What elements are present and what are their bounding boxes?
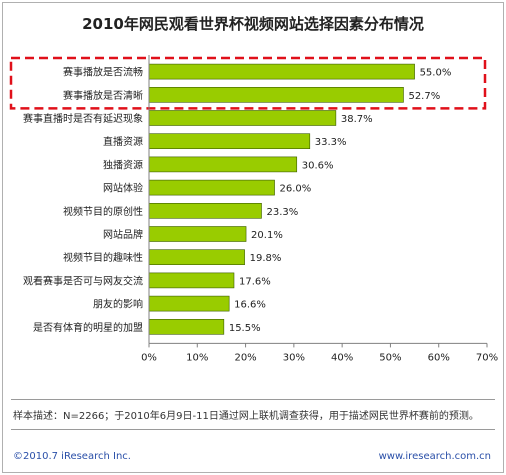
value-label-4: 30.6% — [302, 160, 334, 171]
value-label-5: 26.0% — [280, 184, 312, 195]
category-label-10: 朋友的影响 — [93, 298, 143, 311]
category-label-9: 观看赛事是否可与网友交流 — [23, 274, 143, 287]
bar-6 — [148, 203, 262, 219]
bar-2 — [148, 110, 337, 126]
divider-top — [11, 399, 495, 400]
x-tick-label-4: 40% — [331, 352, 353, 363]
category-label-3: 直播资源 — [103, 135, 143, 148]
value-label-6: 23.3% — [267, 207, 299, 218]
x-tick-label-7: 70% — [476, 352, 498, 363]
copyright-text: ©2010.7 iResearch Inc. — [13, 451, 131, 462]
category-label-6: 视频节目的原创性 — [63, 205, 143, 218]
x-tick-label-6: 60% — [428, 352, 450, 363]
category-label-0: 赛事播放是否流畅 — [63, 66, 143, 79]
value-label-10: 16.6% — [234, 300, 266, 311]
x-tick-label-1: 10% — [186, 352, 208, 363]
divider-bottom — [11, 429, 495, 430]
x-tick-label-3: 30% — [283, 352, 305, 363]
value-label-3: 33.3% — [315, 137, 347, 148]
website-link[interactable]: www.iresearch.com.cn — [378, 451, 491, 462]
category-label-7: 网站品牌 — [103, 228, 143, 241]
category-label-11: 是否有体育的明星的加盟 — [33, 321, 143, 334]
value-label-7: 20.1% — [251, 230, 283, 241]
category-label-5: 网站体验 — [103, 182, 143, 195]
value-label-0: 55.0% — [420, 68, 452, 79]
bar-0 — [148, 63, 415, 80]
x-tick-label-0: 0% — [141, 352, 157, 363]
bar-1 — [148, 87, 404, 103]
bar-3 — [148, 133, 311, 149]
x-tick-label-2: 20% — [234, 352, 256, 363]
value-label-9: 17.6% — [239, 276, 271, 287]
highlight-box — [9, 56, 487, 110]
bar-7 — [148, 226, 247, 242]
category-label-8: 视频节目的趣味性 — [63, 251, 143, 264]
category-label-4: 独播资源 — [103, 158, 143, 171]
bar-5 — [148, 179, 275, 196]
value-label-1: 52.7% — [408, 91, 440, 102]
bar-9 — [148, 272, 235, 289]
sample-note: 样本描述：N=2266；于2010年6月9日-11日通过网上联机调查获得，用于描… — [13, 411, 479, 422]
value-label-11: 15.5% — [229, 323, 261, 334]
bar-chart: 赛事播放是否流畅 55.0% 赛事播放是否清晰 52.7% 赛事直播时是否有延迟现象 38… — [9, 55, 498, 363]
bar-4 — [148, 156, 298, 173]
bar-10 — [148, 295, 230, 312]
bar-8 — [148, 249, 245, 265]
value-label-8: 19.8% — [250, 253, 282, 264]
category-label-1: 赛事播放是否清晰 — [63, 89, 143, 102]
category-label-2: 赛事直播时是否有延迟现象 — [23, 112, 143, 125]
bar-11 — [148, 318, 225, 335]
chart-title: 2010年网民观看世界杯视频网站选择因素分布情况 — [82, 15, 424, 33]
value-label-2: 38.7% — [341, 114, 373, 125]
x-tick-label-5: 50% — [379, 352, 401, 363]
